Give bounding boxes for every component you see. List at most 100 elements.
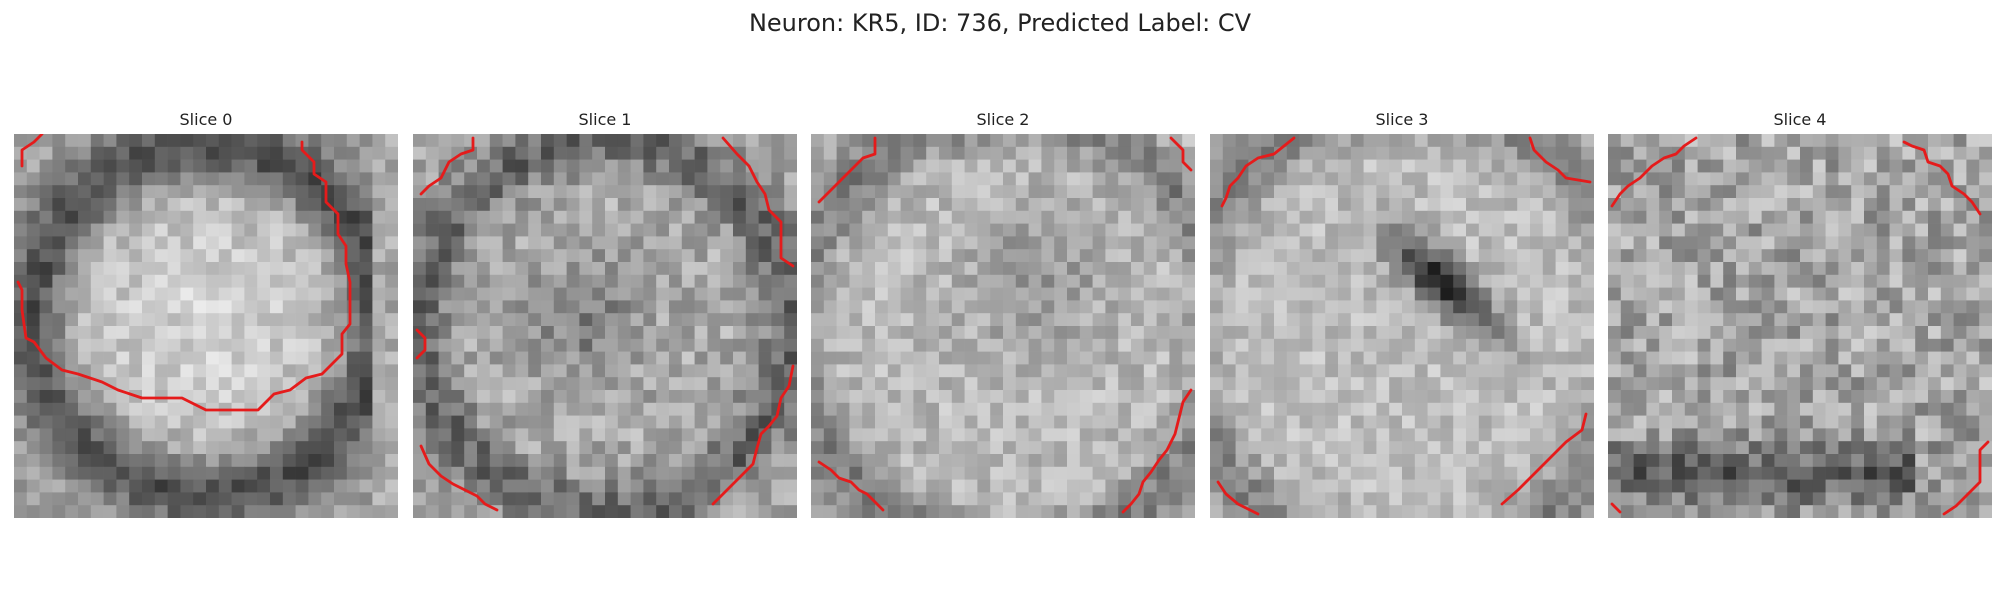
image-pixel	[1389, 287, 1403, 301]
image-pixel	[1491, 351, 1505, 365]
image-pixel	[579, 466, 593, 480]
image-pixel	[939, 198, 953, 212]
image-pixel	[1105, 236, 1119, 250]
image-pixel	[605, 146, 619, 160]
image-pixel	[1143, 479, 1157, 493]
image-pixel	[180, 338, 194, 352]
image-pixel	[270, 236, 284, 250]
image-pixel	[103, 479, 117, 493]
image-pixel	[1504, 172, 1518, 186]
image-pixel	[39, 492, 53, 506]
image-pixel	[926, 185, 940, 199]
image-pixel	[218, 146, 232, 160]
image-pixel	[1248, 415, 1262, 429]
image-pixel	[1402, 134, 1416, 148]
image-pixel	[1248, 236, 1262, 250]
image-pixel	[1504, 479, 1518, 493]
image-pixel	[745, 466, 759, 480]
image-pixel	[605, 274, 619, 288]
image-pixel	[1079, 287, 1093, 301]
image-pixel	[875, 210, 889, 224]
image-pixel	[425, 492, 439, 506]
image-pixel	[154, 441, 168, 455]
image-pixel	[566, 479, 580, 493]
image-pixel	[900, 377, 914, 391]
image-pixel	[167, 236, 181, 250]
image-pixel	[1581, 479, 1594, 493]
image-pixel	[1659, 364, 1673, 378]
image-pixel	[346, 198, 360, 212]
image-pixel	[1054, 364, 1068, 378]
image-pixel	[464, 505, 478, 518]
image-pixel	[528, 466, 542, 480]
image-pixel	[758, 454, 772, 468]
image-pixel	[990, 338, 1004, 352]
image-pixel	[116, 172, 130, 186]
image-pixel	[477, 313, 491, 327]
image-pixel	[1555, 287, 1569, 301]
image-pixel	[694, 479, 708, 493]
image-pixel	[1633, 134, 1647, 148]
image-pixel	[1092, 274, 1106, 288]
image-pixel	[206, 249, 220, 263]
image-pixel	[193, 326, 207, 340]
image-pixel	[630, 364, 644, 378]
image-pixel	[1774, 313, 1788, 327]
image-pixel	[553, 146, 567, 160]
image-pixel	[656, 402, 670, 416]
image-pixel	[372, 210, 386, 224]
image-pixel	[1015, 466, 1029, 480]
image-pixel	[566, 313, 580, 327]
image-pixel	[438, 262, 452, 276]
image-pixel	[321, 326, 335, 340]
image-pixel	[413, 262, 427, 276]
image-pixel	[1338, 505, 1352, 518]
image-pixel	[282, 351, 296, 365]
image-pixel	[720, 223, 734, 237]
image-pixel	[733, 198, 747, 212]
image-pixel	[900, 466, 914, 480]
image-pixel	[707, 441, 721, 455]
image-pixel	[308, 313, 322, 327]
image-pixel	[1169, 377, 1183, 391]
image-pixel	[116, 300, 130, 314]
image-pixel	[257, 415, 271, 429]
image-pixel	[964, 415, 978, 429]
image-pixel	[1889, 172, 1903, 186]
image-pixel	[218, 466, 232, 480]
image-pixel	[1620, 223, 1634, 237]
image-pixel	[295, 198, 309, 212]
image-pixel	[372, 300, 386, 314]
image-pixel	[1210, 492, 1224, 506]
image-pixel	[1889, 338, 1903, 352]
image-pixel	[167, 262, 181, 276]
image-pixel	[630, 505, 644, 518]
image-pixel	[1118, 313, 1132, 327]
image-pixel	[669, 441, 683, 455]
image-pixel	[1723, 364, 1737, 378]
image-pixel	[1710, 390, 1724, 404]
image-pixel	[1787, 338, 1801, 352]
image-pixel	[438, 249, 452, 263]
image-pixel	[1261, 466, 1275, 480]
image-pixel	[1350, 236, 1364, 250]
image-pixel	[1118, 223, 1132, 237]
image-pixel	[438, 338, 452, 352]
image-pixel	[244, 479, 258, 493]
image-pixel	[758, 390, 772, 404]
image-pixel	[129, 454, 143, 468]
image-pixel	[1478, 172, 1492, 186]
image-pixel	[1672, 313, 1686, 327]
image-pixel	[720, 210, 734, 224]
image-pixel	[1350, 249, 1364, 263]
image-pixel	[90, 454, 104, 468]
image-pixel	[643, 466, 657, 480]
image-pixel	[90, 390, 104, 404]
image-pixel	[887, 364, 901, 378]
image-pixel	[541, 134, 555, 148]
image-pixel	[1079, 428, 1093, 442]
image-pixel	[951, 428, 965, 442]
image-pixel	[553, 454, 567, 468]
image-pixel	[359, 198, 373, 212]
image-pixel	[1210, 274, 1224, 288]
